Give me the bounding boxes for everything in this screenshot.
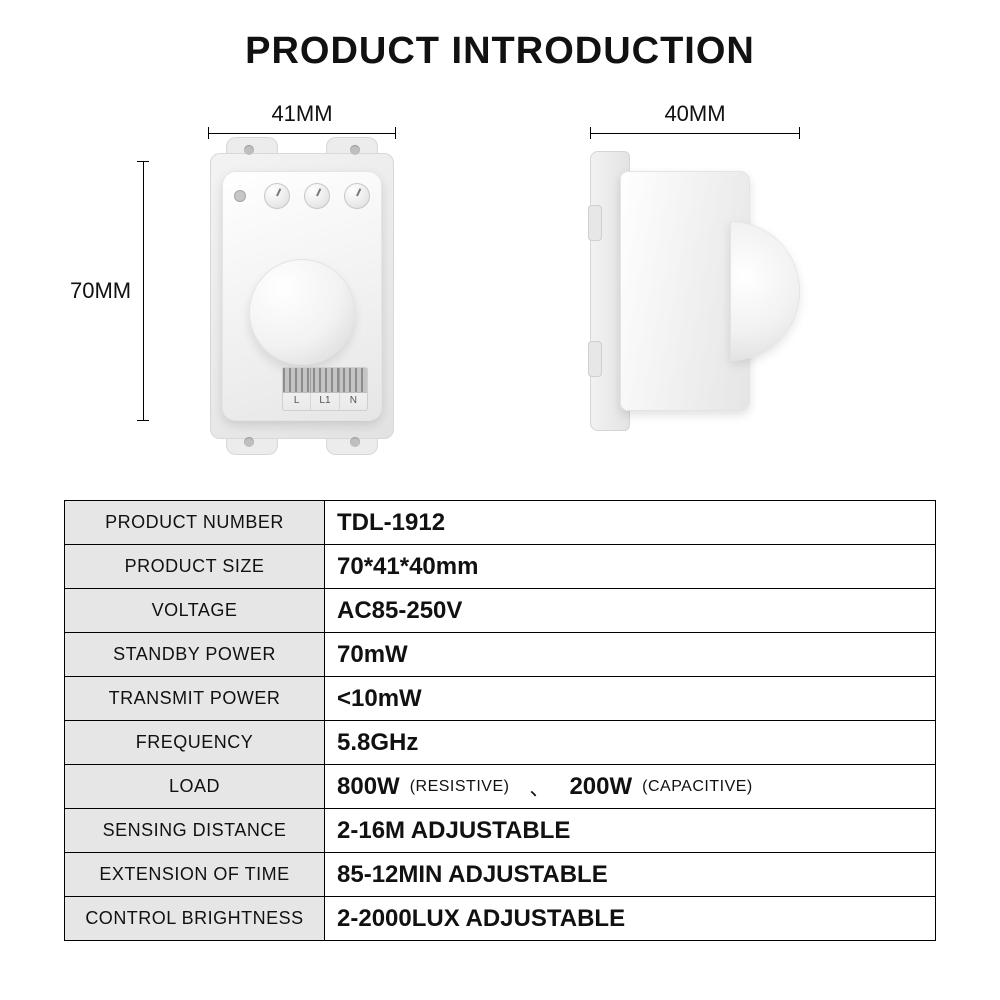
spec-label: PRODUCT SIZE	[65, 545, 325, 588]
spec-value: 5.8GHz	[325, 721, 935, 764]
dimension-depth: 40MM	[590, 101, 800, 139]
adjustment-dial-icon	[264, 183, 290, 209]
table-row: TRANSMIT POWER<10mW	[65, 677, 935, 721]
spec-table: PRODUCT NUMBERTDL-1912PRODUCT SIZE70*41*…	[64, 500, 936, 941]
page-title: PRODUCT INTRODUCTION	[0, 0, 1000, 91]
spec-value: 2-2000LUX ADJUSTABLE	[325, 897, 935, 940]
dimension-line-icon	[590, 127, 800, 139]
terminal-label: L1	[311, 393, 339, 410]
dimension-width: 41MM	[208, 101, 396, 139]
product-diagrams: 41MM 70MM L	[0, 91, 1000, 491]
table-row: EXTENSION OF TIME85-12MIN ADJUSTABLE	[65, 853, 935, 897]
device-side-illustration	[590, 141, 800, 441]
terminal-block: L L1 N	[282, 367, 368, 411]
adjustment-dial-icon	[344, 183, 370, 209]
sensor-dome-icon	[249, 259, 355, 365]
spec-label: PRODUCT NUMBER	[65, 501, 325, 544]
spec-value: 2-16M ADJUSTABLE	[325, 809, 935, 852]
screw-icon	[234, 190, 246, 202]
table-row: CONTROL BRIGHTNESS2-2000LUX ADJUSTABLE	[65, 897, 935, 941]
dimension-height: 70MM	[70, 161, 149, 421]
spec-value: 85-12MIN ADJUSTABLE	[325, 853, 935, 896]
spec-label: VOLTAGE	[65, 589, 325, 632]
spec-label: FREQUENCY	[65, 721, 325, 764]
table-row: FREQUENCY5.8GHz	[65, 721, 935, 765]
dimension-depth-label: 40MM	[590, 101, 800, 127]
terminal-label: L	[283, 393, 311, 410]
dimension-height-label: 70MM	[70, 278, 131, 304]
dimension-width-label: 41MM	[208, 101, 396, 127]
table-row: PRODUCT NUMBERTDL-1912	[65, 501, 935, 545]
spec-value: 800W(RESISTIVE)、200W(CAPACITIVE)	[325, 765, 935, 808]
table-row: LOAD800W(RESISTIVE)、200W(CAPACITIVE)	[65, 765, 935, 809]
table-row: STANDBY POWER70mW	[65, 633, 935, 677]
spec-label: TRANSMIT POWER	[65, 677, 325, 720]
device-front-illustration: L L1 N	[180, 141, 424, 451]
spec-label: LOAD	[65, 765, 325, 808]
spec-label: SENSING DISTANCE	[65, 809, 325, 852]
spec-value: TDL-1912	[325, 501, 935, 544]
adjustment-dial-icon	[304, 183, 330, 209]
dimension-line-icon	[137, 161, 149, 421]
sensor-dome-icon	[730, 221, 800, 361]
table-row: VOLTAGEAC85-250V	[65, 589, 935, 633]
table-row: SENSING DISTANCE2-16M ADJUSTABLE	[65, 809, 935, 853]
spec-value: AC85-250V	[325, 589, 935, 632]
spec-value: 70*41*40mm	[325, 545, 935, 588]
terminal-label: N	[340, 393, 367, 410]
table-row: PRODUCT SIZE70*41*40mm	[65, 545, 935, 589]
spec-value: 70mW	[325, 633, 935, 676]
spec-label: EXTENSION OF TIME	[65, 853, 325, 896]
spec-label: CONTROL BRIGHTNESS	[65, 897, 325, 940]
spec-value: <10mW	[325, 677, 935, 720]
spec-label: STANDBY POWER	[65, 633, 325, 676]
